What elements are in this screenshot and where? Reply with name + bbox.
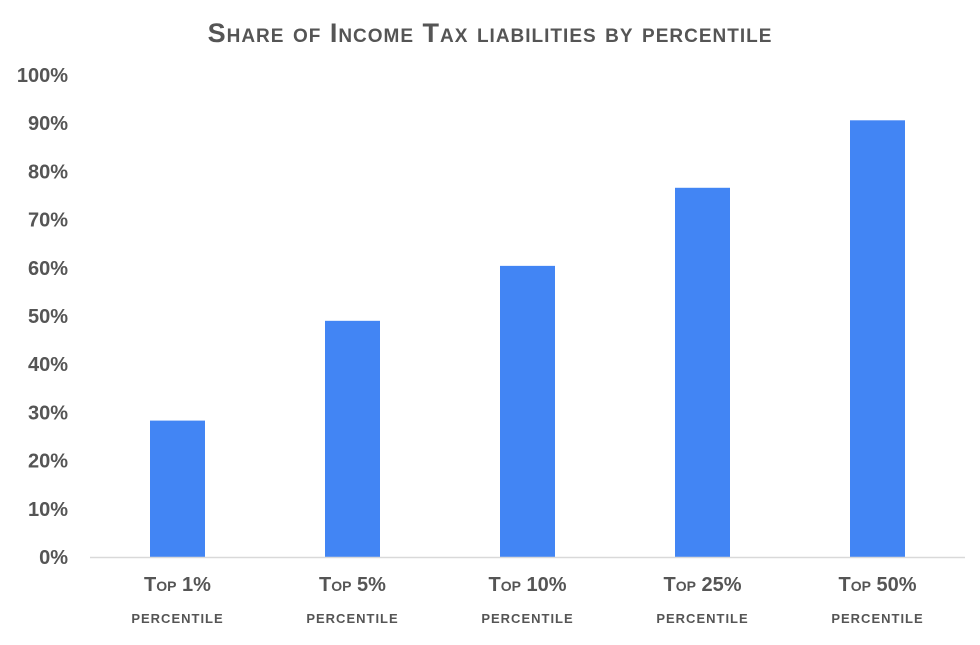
y-axis: 0% 10% 20% 30% 40% 50% 60% 70% 80% 90% 100% [17,65,68,569]
x-category-label: Top 50% [838,574,916,596]
y-tick-label: 80% [28,161,68,183]
x-category-sublabel: percentile [306,607,398,628]
x-category-sublabel: percentile [831,607,923,628]
bar-top-1 [150,420,205,557]
bar-top-25 [675,187,730,557]
y-tick-label: 0% [39,547,68,569]
y-tick-label: 60% [28,258,68,280]
x-category-sublabel: percentile [131,607,223,628]
y-tick-label: 10% [28,499,68,521]
bar-top-50 [850,120,905,558]
x-category-label: Top 25% [663,574,741,596]
bar-top-10 [500,265,555,557]
x-category-label: Top 1% [144,574,211,596]
x-category-sublabel: percentile [656,607,748,628]
bar-top-5 [325,320,380,557]
x-category-label: Top 10% [488,574,566,596]
bars-group [150,120,905,558]
x-category-sublabel: percentile [481,607,573,628]
x-category-label: Top 5% [319,574,386,596]
chart-title: Share of Income Tax liabilities by perce… [208,18,773,48]
x-axis: Top 1% percentile Top 5% percentile Top 10% p… [131,574,923,628]
y-tick-label: 70% [28,210,68,232]
y-tick-label: 100% [17,65,68,87]
y-tick-label: 50% [28,306,68,328]
y-tick-label: 20% [28,451,68,473]
y-tick-label: 40% [28,354,68,376]
y-tick-label: 30% [28,402,68,424]
y-tick-label: 90% [28,113,68,135]
